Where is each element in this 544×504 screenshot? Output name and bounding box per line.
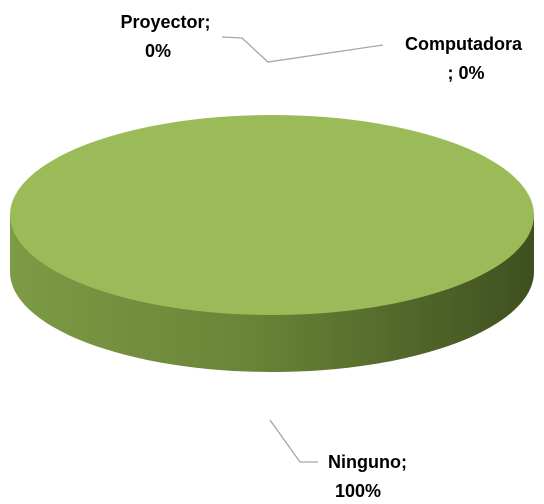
label-category: Proyector (120, 12, 204, 32)
data-label: Ninguno; 100% (328, 452, 412, 501)
data-label: Proyector; 0% (120, 12, 215, 61)
slice (10, 115, 534, 315)
pie (10, 115, 534, 372)
label-value: 100% (335, 481, 381, 501)
leader-line (269, 419, 318, 463)
label-separator: ; (401, 452, 407, 472)
leader-line (221, 36, 384, 63)
label-separator: ; (205, 12, 211, 32)
label-category: Computadora (405, 34, 523, 54)
label-category: Ninguno (328, 452, 401, 472)
label-value: 0% (458, 63, 484, 83)
label-value: 0% (145, 41, 171, 61)
label-separator: ; (447, 63, 453, 83)
data-label: Computadora ; 0% (405, 34, 527, 83)
